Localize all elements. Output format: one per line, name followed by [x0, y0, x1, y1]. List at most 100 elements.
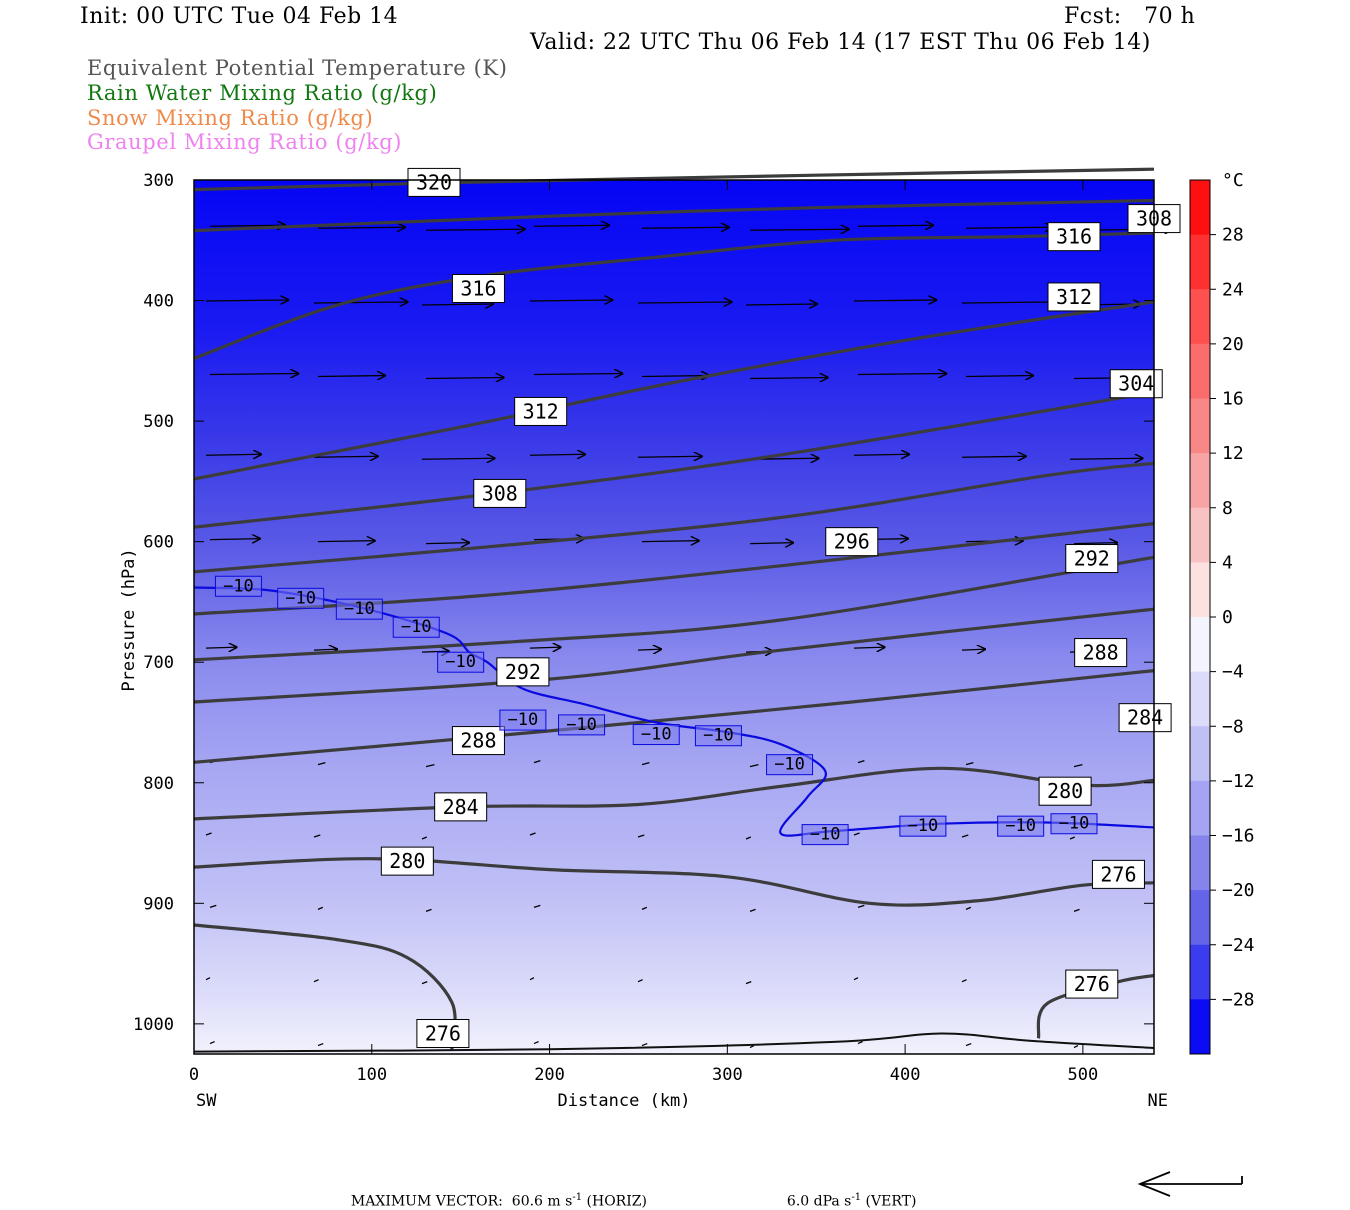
colorbar-tick-label: −20	[1222, 880, 1255, 901]
wind-vector	[313, 649, 338, 650]
svg-text:292: 292	[1074, 547, 1110, 571]
wind-vector	[421, 458, 496, 459]
svg-text:280: 280	[389, 849, 425, 873]
theta-e-contour	[193, 669, 1155, 764]
svg-text:316: 316	[1056, 225, 1092, 249]
svg-text:−10: −10	[508, 710, 539, 730]
wind-vector	[857, 1040, 863, 1045]
x-tick-label: 0	[189, 1065, 199, 1085]
theta-e-contour	[193, 390, 1155, 529]
theta-e-label: 280	[1038, 776, 1092, 806]
plot-area: 3203163163123123083083042962922922882882…	[193, 167, 1181, 1055]
svg-text:−10: −10	[641, 725, 672, 745]
theta-e-contour	[193, 167, 1155, 192]
wind-vector	[209, 1040, 215, 1045]
temperature-label: −10	[277, 587, 325, 609]
colorbar-segment	[1190, 507, 1210, 563]
wind-vector	[209, 539, 261, 540]
wind-vector	[421, 651, 450, 652]
y-tick-label: 500	[143, 412, 174, 432]
colorbar-segment	[1190, 835, 1210, 891]
legend-graupel: Graupel Mixing Ratio (g/kg)	[87, 130, 403, 154]
svg-text:320: 320	[416, 170, 452, 194]
wind-vector	[425, 543, 470, 544]
y-tick-label: 1000	[133, 1015, 174, 1035]
colorbar-tick-label: 20	[1222, 334, 1244, 355]
wind-vector	[853, 300, 937, 301]
colorbar-tick-label: 16	[1222, 389, 1244, 410]
wind-vector	[749, 377, 829, 378]
x-tick-label: 300	[712, 1065, 743, 1085]
wind-vector	[1073, 1044, 1079, 1049]
wind-vector	[961, 834, 969, 838]
wind-vector	[529, 832, 536, 836]
temperature-label: −10	[558, 714, 606, 736]
svg-text:284: 284	[1127, 706, 1163, 730]
wind-vector	[205, 647, 238, 648]
colorbar-segment	[1190, 234, 1210, 290]
svg-text:308: 308	[482, 481, 518, 505]
colorbar-tick-label: 12	[1222, 443, 1244, 464]
svg-text:312: 312	[1056, 285, 1092, 309]
temperature-label: −10	[1050, 813, 1098, 835]
theta-e-label: 288	[451, 726, 505, 756]
superscript: -1	[572, 1192, 583, 1203]
temperature-label: −10	[335, 598, 383, 620]
wind-vector	[637, 649, 662, 650]
reference-vector-arrow	[1137, 1171, 1243, 1197]
wind-vector	[641, 906, 648, 910]
wind-vector	[1073, 764, 1083, 768]
colorbar-tick-label: 28	[1222, 225, 1244, 246]
colorbar-tick-label: −28	[1222, 989, 1255, 1010]
wind-vector	[209, 373, 299, 374]
init-time: Init: 00 UTC Tue 04 Feb 14	[80, 4, 399, 29]
theta-e-contour	[193, 522, 1155, 616]
colorbar: °C 28 24 20 16 12 8 4 0 −4 −8 −12 −16 −20 −24 −28	[1189, 170, 1255, 1055]
wind-vector	[425, 908, 432, 912]
wind-vector	[749, 543, 794, 544]
theta-e-label: 288	[1074, 638, 1128, 668]
y-tick-label: 900	[143, 894, 174, 914]
y-tick-label: 800	[143, 774, 174, 794]
legend-snow: Snow Mixing Ratio (g/kg)	[87, 106, 374, 130]
svg-text:−10: −10	[774, 755, 805, 775]
svg-text:288: 288	[460, 729, 496, 753]
x-tick-label: 100	[356, 1065, 387, 1085]
theta-e-contour	[193, 857, 1155, 907]
svg-text:316: 316	[460, 276, 496, 300]
svg-text:276: 276	[1074, 972, 1110, 996]
colorbar-segment	[1190, 617, 1210, 673]
wind-vector	[965, 375, 1034, 376]
wind-vector	[641, 762, 650, 766]
wind-vector	[637, 456, 703, 457]
svg-text:−10: −10	[401, 617, 432, 637]
svg-text:−10: −10	[285, 588, 316, 608]
wind-vector	[205, 300, 289, 301]
colorbar-segment	[1190, 289, 1210, 345]
temperature-label: −10	[499, 709, 547, 731]
wind-vector	[965, 1042, 972, 1047]
colorbar-segment	[1190, 453, 1210, 509]
svg-text:−10: −10	[1059, 814, 1090, 834]
colorbar-tick-label: −4	[1222, 662, 1244, 683]
theta-e-label: 276	[1065, 969, 1119, 999]
svg-text:288: 288	[1083, 641, 1119, 665]
wind-vector	[529, 647, 562, 648]
svg-text:−10: −10	[703, 726, 734, 746]
wind-vector	[641, 227, 730, 228]
wind-vector	[745, 981, 752, 985]
theta-e-label: 312	[1047, 282, 1101, 312]
wind-vector	[961, 456, 1027, 457]
colorbar-tick-label: −16	[1222, 826, 1255, 847]
wind-vector	[965, 906, 972, 910]
theta-e-contour	[193, 461, 1155, 574]
ne-label: NE	[1148, 1091, 1168, 1111]
vert-text: (VERT)	[861, 1193, 917, 1210]
wind-vector	[533, 373, 623, 374]
temperature-label: −10	[214, 575, 262, 597]
svg-text:−10: −10	[908, 816, 939, 836]
theta-e-contour	[193, 555, 1155, 662]
theta-e-labels: 3203163163123123083083042962922922882882…	[380, 167, 1181, 1049]
y-axis-label: Pressure (hPa)	[119, 548, 139, 691]
svg-text:−10: −10	[1005, 816, 1036, 836]
